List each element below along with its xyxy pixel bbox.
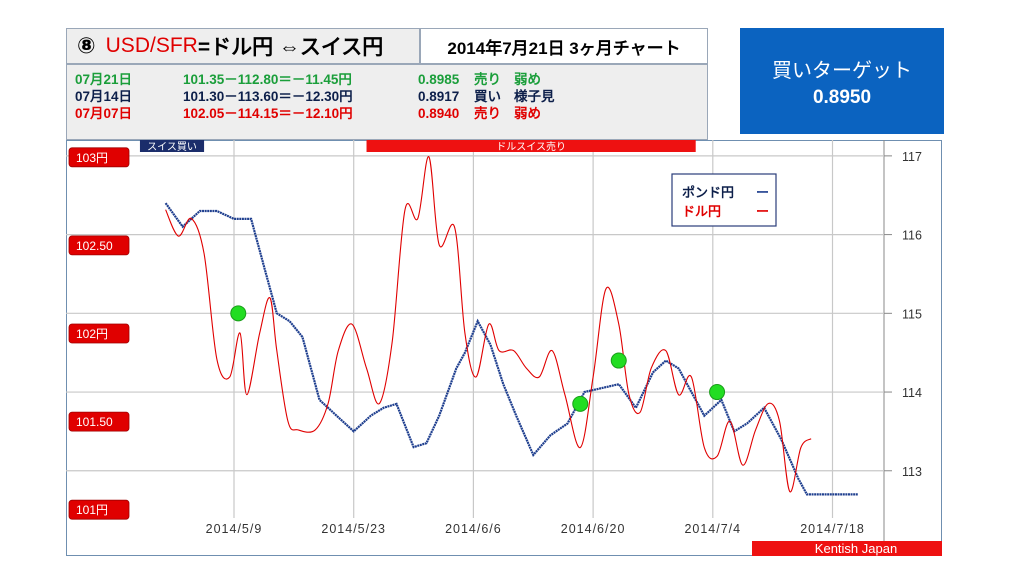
left-axis-label: 102.50 — [76, 239, 113, 253]
info-row: 07月14日 101.30－113.60＝－12.30円 0.8917 買い 様… — [75, 88, 699, 105]
chart-title-rest: =ドル円 ⇔スイス円 — [197, 36, 384, 59]
info-rate: 0.8940 — [418, 106, 460, 121]
signal-marker — [610, 352, 627, 369]
top-band-label: スイス買い — [147, 141, 197, 153]
legend-swatch: ー — [756, 204, 769, 219]
left-axis-label-box — [68, 235, 130, 256]
info-rate: 0.8917 — [418, 89, 460, 104]
x-tick-label: 2014/7/4 — [684, 522, 741, 536]
x-tick-label: 2014/6/6 — [445, 522, 502, 536]
left-axis-label-box — [68, 499, 130, 520]
signal-marker — [572, 395, 589, 412]
footer-label: Kentish Japan — [815, 541, 897, 556]
info-note: 様子見 — [514, 89, 555, 104]
chart-frame — [66, 140, 942, 556]
signal-marker — [709, 384, 726, 401]
legend-label: ポンド円 — [682, 185, 734, 200]
chart-number: ⑧ — [77, 33, 96, 58]
left-axis-label-box — [68, 411, 130, 432]
right-axis-label: 114 — [902, 386, 922, 400]
info-date: 07月21日 — [75, 72, 133, 87]
info-action: 売り — [474, 106, 501, 121]
chart-area: 2014/5/9 2014/5/23 2014/6/6 2014/6/20 2014/7… — [66, 140, 942, 556]
info-calc: 102.05－114.15＝－12.10円 — [183, 106, 353, 121]
right-axis-label: 117 — [902, 150, 922, 164]
buy-target-label: 買いターゲット — [772, 59, 912, 82]
info-note: 弱め — [514, 106, 541, 121]
signal-marker — [230, 305, 247, 322]
left-axis-label-box — [68, 147, 130, 168]
buy-target-box: 買いターゲット 0.8950 — [740, 28, 944, 134]
chart-date-title: 2014年7月21日 3ヶ月チャート — [420, 28, 708, 64]
top-band — [366, 140, 696, 152]
currency-pair: USD/SFR — [105, 34, 198, 57]
info-box: 07月21日 101.35－112.80＝－11.45円 0.8985 売り 弱… — [66, 64, 708, 140]
line-chart: 2014/5/9 2014/5/23 2014/6/6 2014/6/20 2014/7… — [66, 140, 942, 556]
series-line-dollar-yen — [165, 156, 812, 493]
x-tick-label: 2014/6/20 — [561, 522, 626, 536]
right-axis-label: 115 — [902, 307, 922, 321]
footer-band — [752, 541, 942, 556]
legend-box — [671, 173, 777, 227]
x-tick-label: 2014/7/18 — [800, 522, 865, 536]
left-axis-label: 101円 — [76, 503, 108, 517]
left-axis-label-box — [68, 323, 130, 344]
top-band — [139, 140, 205, 152]
left-axis-label: 101.50 — [76, 415, 113, 429]
right-axis-label: 113 — [902, 465, 922, 479]
right-axis-label: 116 — [902, 229, 922, 243]
series-line-pound-yen — [164, 202, 859, 496]
info-row: 07月07日 102.05－114.15＝－12.10円 0.8940 売り 弱… — [75, 105, 699, 122]
info-date: 07月14日 — [75, 89, 133, 104]
left-axis-label: 103円 — [76, 151, 108, 165]
top-band-label: ドルスイス売り — [496, 140, 566, 153]
left-axis-label: 102円 — [76, 327, 108, 341]
info-calc: 101.35－112.80＝－11.45円 — [183, 72, 352, 87]
legend-label: ドル円 — [682, 204, 721, 219]
info-calc: 101.30－113.60＝－12.30円 — [183, 89, 353, 104]
info-action: 買い — [474, 89, 501, 104]
info-date: 07月07日 — [75, 106, 133, 121]
info-row: 07月21日 101.35－112.80＝－11.45円 0.8985 売り 弱… — [75, 71, 699, 88]
x-tick-label: 2014/5/9 — [206, 522, 263, 536]
info-rate: 0.8985 — [418, 72, 460, 87]
chart-title-box: ⑧ USD/SFR =ドル円 ⇔スイス円 — [66, 28, 420, 64]
buy-target-value: 0.8950 — [812, 86, 872, 108]
x-tick-label: 2014/5/23 — [321, 522, 386, 536]
legend-swatch: ー — [756, 185, 769, 200]
info-note: 弱め — [514, 72, 541, 87]
info-action: 売り — [474, 72, 501, 87]
